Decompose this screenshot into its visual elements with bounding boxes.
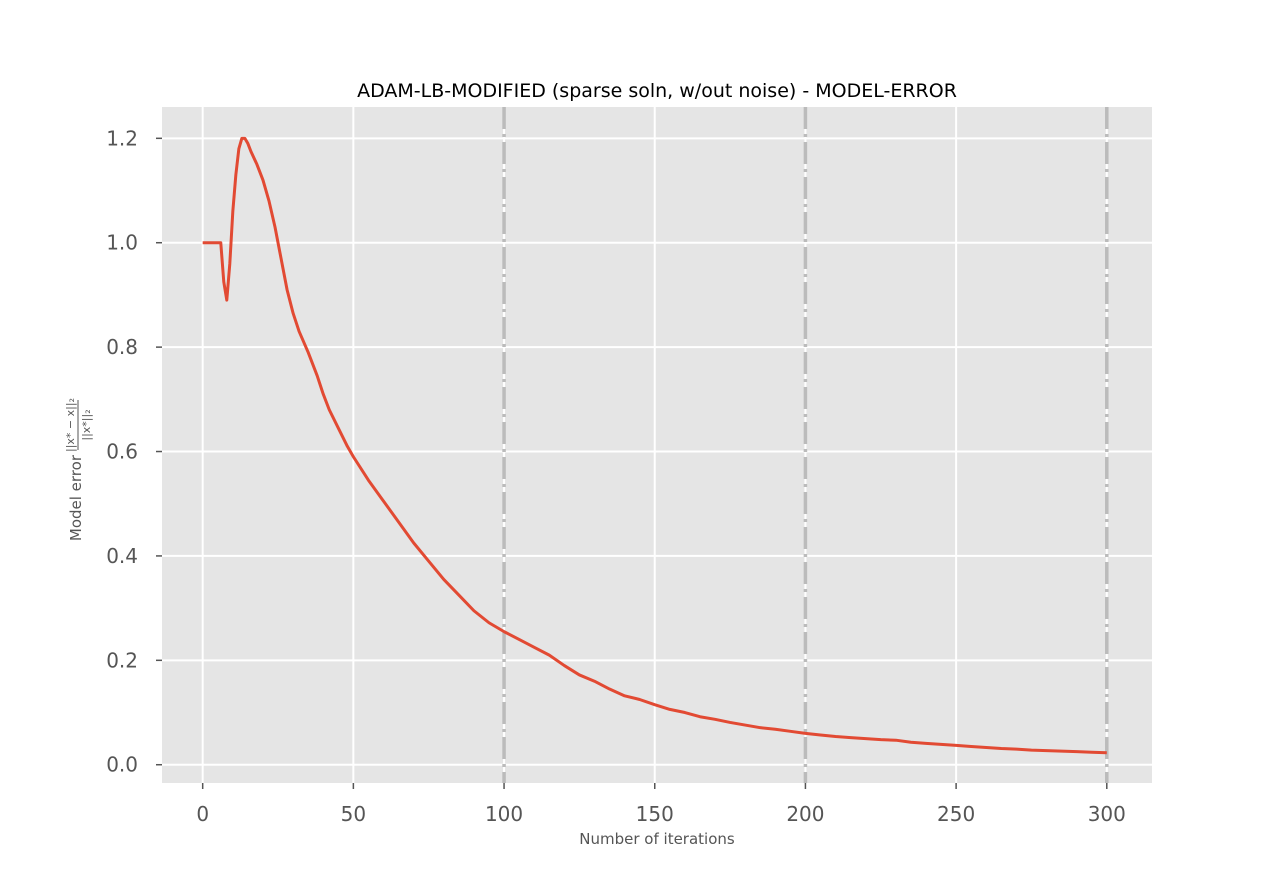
x-tick-label: 200 bbox=[786, 802, 824, 826]
y-tick-label: 0.8 bbox=[106, 335, 138, 359]
y-tick-label: 0.6 bbox=[106, 440, 138, 464]
x-axis-label: Number of iterations bbox=[579, 830, 735, 848]
x-tick-label: 300 bbox=[1088, 802, 1126, 826]
model-error-line bbox=[202, 136, 1107, 755]
y-tick-label: 0.4 bbox=[106, 544, 138, 568]
y-tick-label: 1.2 bbox=[106, 126, 138, 150]
y-axis-label-numerator: ||x* − x||₂ bbox=[64, 398, 77, 452]
dashdot-reference-lines bbox=[502, 107, 1109, 783]
y-axis-label: Model error ||x* − x||₂ ||x*||₂ bbox=[64, 398, 93, 541]
gridlines bbox=[162, 107, 1152, 783]
x-tick-label: 100 bbox=[485, 802, 523, 826]
y-tick-label: 0.2 bbox=[106, 648, 138, 672]
x-tick-label: 250 bbox=[937, 802, 975, 826]
y-axis-label-prefix: Model error bbox=[67, 454, 85, 541]
axis-ticks: 0 50 100 150 200 250 300 0.0 0.2 0.4 0.6 0.8 1.0 1.2 bbox=[106, 126, 1126, 826]
plot-background bbox=[162, 107, 1152, 783]
x-tick-label: 50 bbox=[341, 802, 366, 826]
y-tick-label: 1.0 bbox=[106, 231, 138, 255]
y-axis-label-denominator: ||x*||₂ bbox=[80, 409, 93, 440]
x-tick-label: 0 bbox=[196, 802, 209, 826]
chart-title: ADAM-LB-MODIFIED (sparse soln, w/out noi… bbox=[357, 80, 957, 102]
x-tick-label: 150 bbox=[636, 802, 674, 826]
y-tick-label: 0.0 bbox=[106, 753, 138, 777]
